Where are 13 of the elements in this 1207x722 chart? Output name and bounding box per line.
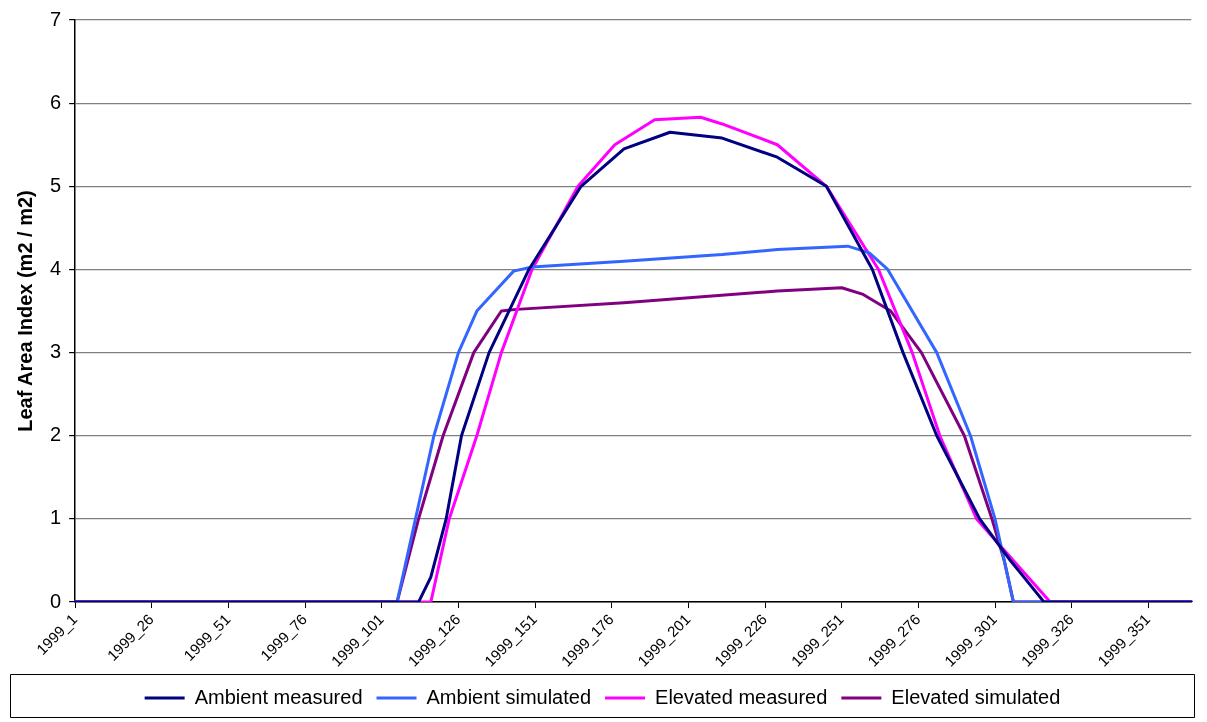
y-axis-title: Leaf Area Index (m2 / m2) bbox=[13, 190, 36, 432]
y-tick-label: 4 bbox=[50, 256, 62, 279]
y-tick-label: 2 bbox=[50, 423, 62, 446]
legend-label: Elevated simulated bbox=[891, 685, 1061, 708]
y-tick-label: 0 bbox=[50, 589, 62, 612]
y-tick-label: 6 bbox=[50, 90, 62, 113]
y-tick-label: 3 bbox=[50, 340, 62, 363]
legend-label: Elevated measured bbox=[655, 685, 828, 708]
y-tick-label: 7 bbox=[50, 7, 62, 30]
legend-label: Ambient simulated bbox=[426, 685, 592, 708]
y-tick-label: 5 bbox=[50, 173, 62, 196]
y-tick-label: 1 bbox=[50, 506, 62, 529]
legend-label: Ambient measured bbox=[194, 685, 363, 708]
